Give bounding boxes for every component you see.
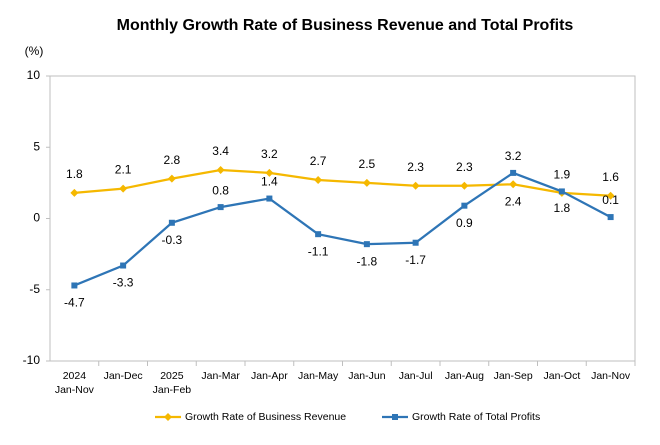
x-tick-label: Jan-Dec [104,370,143,382]
legend-label: Growth Rate of Business Revenue [185,411,346,423]
marker [265,168,274,177]
data-label: -4.7 [64,296,85,310]
marker [558,188,565,195]
data-label: 2.3 [456,160,473,174]
data-label: 2.8 [164,153,181,167]
marker [315,231,322,238]
x-tick-label: Jan-Feb [153,384,192,396]
marker [411,181,420,190]
data-label: 0.1 [602,193,619,207]
marker [607,214,614,221]
data-label: 1.8 [554,201,571,215]
series-line [74,168,611,197]
data-label: 3.2 [505,149,522,163]
data-label: 1.6 [602,170,619,184]
marker [412,239,419,246]
x-tick-label: Jan-Oct [543,370,580,382]
marker [266,195,273,202]
marker [510,169,517,176]
marker [363,241,370,248]
marker [70,188,79,197]
x-tick-label: Jan-Nov [55,384,95,396]
marker [362,178,371,187]
x-tick-label: Jan-May [298,370,339,382]
marker [460,181,469,190]
marker [217,204,224,211]
x-tick-label: Jan-Mar [201,370,240,382]
y-tick-label: 10 [27,68,41,82]
y-unit: (%) [25,44,44,58]
data-label: 0.8 [212,183,229,197]
data-label: 2.5 [359,157,376,171]
data-label: 2.1 [115,163,132,177]
data-label: -1.1 [308,244,329,258]
marker [314,176,323,185]
x-tick-year: 2024 [63,370,87,382]
x-tick-label: Jan-Sep [494,370,533,382]
x-tick-label: Jan-Nov [591,370,631,382]
marker [606,191,615,200]
y-tick-label: 5 [33,139,40,153]
data-label: 2.7 [310,154,327,168]
x-tick-label: Jan-Jun [348,370,386,382]
data-label: -1.7 [405,253,426,267]
data-label: 0.9 [456,216,473,230]
marker [168,219,175,226]
series-line [73,171,612,287]
data-label: 1.4 [261,175,278,189]
data-label: -3.3 [113,276,134,290]
chart-title: Monthly Growth Rate of Business Revenue … [117,17,574,34]
data-label: -1.8 [357,254,378,268]
legend-marker [392,414,398,420]
data-label: 1.9 [554,168,571,182]
x-tick-year: 2025 [160,370,184,382]
marker [509,180,518,189]
x-tick-label: Jan-Jul [399,370,433,382]
marker [119,184,128,193]
x-tick-label: Jan-Apr [251,370,288,382]
data-label: 3.2 [261,147,278,161]
data-label: 2.3 [407,160,424,174]
data-label: 1.8 [66,167,83,181]
x-tick-label: Jan-Aug [445,370,484,382]
marker [461,202,468,209]
data-label: 3.4 [212,144,229,158]
marker [120,262,127,269]
marker [216,166,225,175]
marker [71,282,78,289]
data-label: -0.3 [162,233,183,247]
legend-label: Growth Rate of Total Profits [412,411,540,423]
legend-marker [164,413,172,421]
y-tick-label: -10 [23,353,41,367]
y-tick-label: -5 [29,282,40,296]
y-tick-label: 0 [33,211,40,225]
data-label: 2.4 [505,194,522,208]
marker [167,174,176,183]
